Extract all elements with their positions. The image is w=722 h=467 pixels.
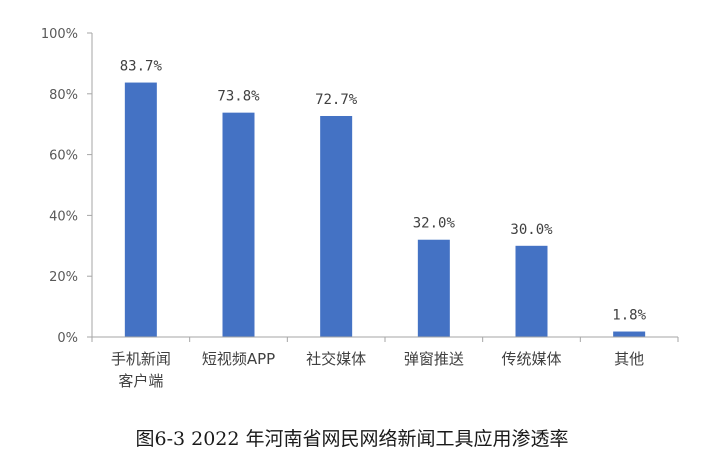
y-tick-label: 20% — [49, 270, 78, 285]
category-label: 弹窗推送 — [404, 350, 464, 368]
bar — [320, 115, 353, 337]
category-label: 短视频APP — [202, 350, 275, 368]
y-tick-label: 0% — [57, 331, 78, 346]
y-tick-label: 100% — [41, 27, 78, 42]
bar — [613, 331, 646, 337]
data-label: 83.7% — [120, 59, 163, 75]
axes: 0% 20% 40% 60% 80% 100% — [41, 27, 679, 346]
bar — [124, 82, 157, 337]
bar — [222, 112, 255, 337]
y-tick-label: 60% — [49, 149, 78, 164]
category-label: 其他 — [614, 350, 644, 368]
category-label: 客户端 — [118, 372, 163, 390]
data-label: 30.0% — [510, 222, 553, 238]
y-tick-label: 80% — [49, 88, 78, 103]
category-label: 传统媒体 — [501, 350, 561, 368]
y-tick-label: 40% — [49, 209, 78, 224]
chart-caption: 图6-3 2022 年河南省网民网络新闻工具应用渗透率 — [135, 428, 568, 450]
data-label: 72.7% — [315, 92, 358, 108]
bar — [417, 239, 450, 337]
data-label: 73.8% — [217, 89, 260, 105]
category-label: 手机新闻 — [111, 350, 171, 368]
category-label: 社交媒体 — [306, 350, 366, 368]
data-label: 32.0% — [413, 216, 456, 232]
data-label: 1.8% — [612, 308, 646, 324]
bar — [515, 245, 548, 337]
bars-group — [124, 82, 646, 337]
